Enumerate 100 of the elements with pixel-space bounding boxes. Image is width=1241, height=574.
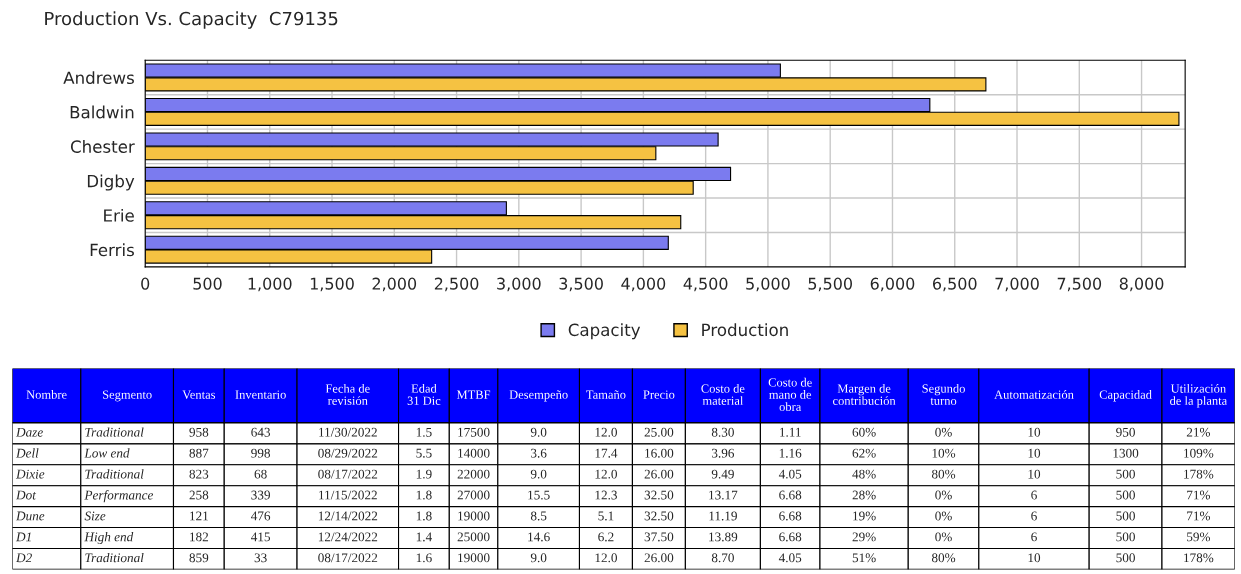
text: 121: [190, 511, 208, 521]
text: 8.5: [530, 511, 547, 521]
y-tick-label: Andrews: [63, 71, 134, 85]
text: 11.19: [709, 511, 737, 521]
legend-label: Production: [702, 323, 788, 337]
category-label: Inventario: [235, 390, 286, 399]
text: 12.0: [595, 427, 617, 437]
text: 19000: [458, 553, 490, 563]
category-label: Tamaño: [586, 390, 626, 399]
text: 6: [1031, 532, 1037, 542]
text: 859: [189, 553, 209, 563]
text: 958: [189, 427, 209, 437]
text: 0%: [935, 511, 952, 521]
text: 1.16: [779, 448, 802, 458]
text: 13.17: [709, 490, 738, 500]
text: 10: [1028, 469, 1041, 479]
text: 68: [254, 469, 267, 479]
x-tick-label: 5,000: [746, 277, 790, 292]
text: 14000: [458, 448, 490, 458]
text: 12.3: [595, 490, 617, 500]
text: 14.6: [528, 532, 550, 542]
text: 37.50: [644, 532, 674, 542]
text: 182: [190, 532, 209, 542]
y-tick-label: Digby: [87, 174, 135, 191]
text: Dune: [15, 511, 45, 521]
category-label: Precio: [643, 390, 675, 399]
text: D2: [15, 553, 32, 563]
text: 08/29/2022: [318, 448, 378, 458]
text: 16.00: [645, 448, 674, 458]
x-tick-label: 2,500: [434, 277, 479, 292]
chart-title: Production Vs. Capacity C79135: [45, 11, 338, 29]
text: Traditional: [85, 469, 144, 479]
text: 71%: [1187, 490, 1211, 500]
text: 643: [251, 427, 271, 437]
text: 0%: [935, 427, 952, 437]
text: 8.70: [711, 553, 734, 563]
text: 21%: [1186, 427, 1211, 437]
category-label: Capacidad: [1099, 390, 1152, 402]
text: 25000: [457, 532, 490, 542]
text: Daze: [15, 427, 43, 437]
text: 33: [254, 553, 267, 563]
text: 5.1: [598, 511, 614, 521]
text: 258: [189, 490, 209, 500]
text: 26.00: [644, 469, 674, 479]
text: Performance: [84, 490, 154, 503]
text: 26.00: [644, 553, 674, 563]
text: 62%: [852, 448, 876, 458]
text: 17.4: [595, 448, 618, 458]
x-tick-label: 3,000: [497, 277, 541, 292]
text: 12/14/2022: [318, 511, 378, 521]
y-tick-label: Ferris: [90, 243, 134, 257]
text: Traditional: [85, 427, 144, 437]
text: Size: [84, 511, 106, 521]
text: 998: [251, 448, 271, 458]
text: 11/30/2022: [319, 427, 377, 437]
category-label: MTBF: [456, 390, 491, 399]
x-tick-label: 2,000: [372, 277, 417, 292]
text: 80%: [931, 553, 956, 563]
y-tick-label: Erie: [104, 208, 134, 222]
text: 476: [251, 511, 271, 521]
text: 178%: [1184, 469, 1214, 479]
text: 415: [251, 532, 271, 542]
text: 32.50: [644, 490, 674, 500]
text: 0%: [935, 532, 952, 542]
text: D1: [15, 532, 31, 542]
text: 48%: [852, 469, 876, 479]
category-label: Segundo turno: [922, 383, 965, 405]
text: 6: [1031, 490, 1037, 500]
text: 12/24/2022: [318, 532, 378, 542]
text: 17500: [458, 427, 490, 437]
category-label: Costo de material: [701, 383, 745, 405]
text: High end: [84, 532, 134, 544]
text: 1.8: [416, 511, 432, 521]
category-label: Nombre: [26, 390, 67, 399]
category-label: Fecha de revisión: [325, 383, 370, 405]
text: 6: [1031, 511, 1037, 521]
text: 10: [1028, 427, 1041, 437]
text: 13.89: [709, 532, 738, 542]
text: 1300: [1113, 448, 1139, 458]
category-label: Automatización: [994, 390, 1074, 399]
x-tick-label: 7,500: [1057, 277, 1102, 292]
legend-label: Capacity: [568, 323, 641, 340]
x-tick-label: 6,500: [933, 277, 977, 292]
text: 3.6: [531, 448, 547, 458]
text: 823: [189, 469, 209, 479]
x-tick-label: 1,000: [248, 277, 292, 292]
text: 4.05: [778, 469, 802, 479]
text: 08/17/2022: [318, 553, 378, 563]
text: 19%: [853, 511, 876, 521]
text: 12.0: [595, 469, 617, 479]
text: 28%: [852, 490, 876, 500]
text: 6.2: [598, 532, 614, 542]
text: Dot: [15, 490, 37, 500]
text: 51%: [852, 553, 876, 563]
x-tick-label: 1,500: [310, 277, 354, 292]
text: 1.11: [780, 427, 801, 437]
text: 9.49: [711, 469, 734, 479]
x-tick-label: 5,500: [808, 277, 852, 292]
text: 27000: [457, 490, 490, 500]
text: 9.0: [530, 469, 547, 479]
